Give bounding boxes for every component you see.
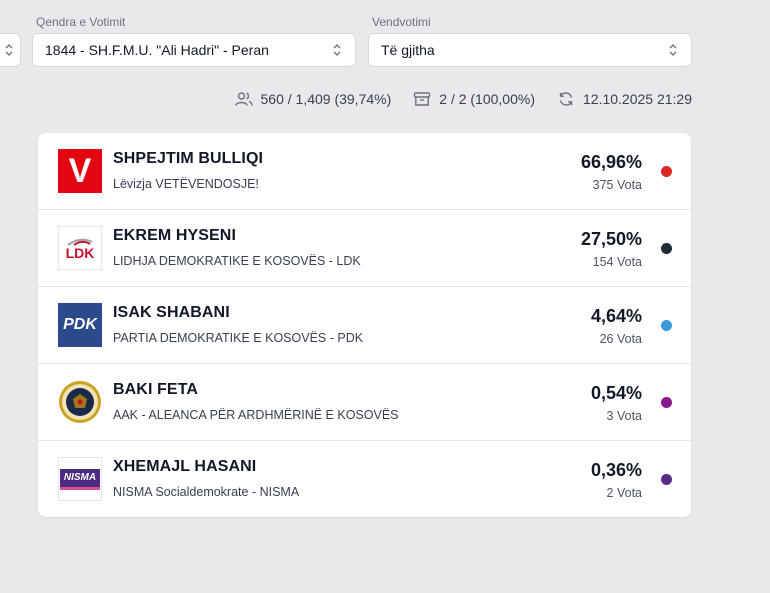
party-name: AAK - ALEANCA PËR ARDHMËRINË E KOSOVËS [113, 408, 399, 422]
candidate-percent: 0,36% [590, 460, 642, 480]
candidate-votes: 2 Vota [606, 486, 642, 500]
aak-logo [58, 380, 102, 424]
stats-bar: 560 / 1,409 (39,74%) 2 / 2 (100,00%) 12.… [213, 91, 692, 107]
refresh-icon [559, 92, 573, 106]
candidate-percent: 27,50% [580, 229, 642, 249]
party-color-dot [661, 243, 672, 254]
voters-value: 560 / 1,409 (39,74%) [260, 91, 392, 107]
candidate-votes: 154 Vota [592, 255, 642, 269]
candidate-row[interactable]: BAKI FETA AAK - ALEANCA PËR ARDHMËRINË E… [38, 363, 691, 439]
vv-logo-text: V [68, 152, 92, 190]
party-color-dot [661, 474, 672, 485]
pdk-logo: PDK [58, 303, 102, 347]
candidate-percent: 4,64% [590, 306, 642, 326]
station-select[interactable]: Të gjitha [368, 33, 692, 67]
boxes-stat: 2 / 2 (100,00%) [413, 91, 535, 107]
party-name: NISMA Socialdemokrate - NISMA [113, 485, 300, 499]
nisma-logo: NISMA [58, 457, 102, 501]
voters-stat: 560 / 1,409 (39,74%) [234, 91, 392, 107]
party-name: LIDHJA DEMOKRATIKE E KOSOVËS - LDK [113, 254, 361, 268]
party-color-dot [661, 166, 672, 177]
party-color-dot [661, 397, 672, 408]
candidate-row[interactable]: NISMA XHEMAJL HASANI NISMA Socialdemokra… [38, 440, 691, 516]
ldk-logo-text: LDK [65, 245, 95, 261]
candidate-votes: 3 Vota [606, 409, 642, 423]
candidate-name: XHEMAJL HASANI [113, 458, 257, 475]
users-icon [234, 92, 253, 106]
chevron-updown-icon [4, 42, 14, 58]
candidate-row[interactable]: PDK ISAK SHABANI PARTIA DEMOKRATIKE E KO… [38, 286, 691, 362]
center-select-value: 1844 - SH.F.M.U. "Ali Hadri" - Peran [45, 42, 269, 58]
station-label: Vendvotimi [372, 15, 431, 29]
party-name: Lëvizja VETËVENDOSJE! [113, 177, 259, 191]
nisma-logo-text: NISMA [63, 471, 97, 483]
vv-logo: V [58, 149, 102, 193]
aak-emblem-icon [59, 381, 101, 423]
results-card: V SHPEJTIM BULLIQI Lëvizja VETËVENDOSJE!… [38, 133, 691, 517]
candidate-votes: 26 Vota [599, 332, 642, 346]
candidate-name: EKREM HYSENI [113, 227, 236, 244]
station-select-value: Të gjitha [381, 42, 435, 58]
ldk-logo: LDK [58, 226, 102, 270]
center-label: Qendra e Votimit [36, 15, 126, 29]
party-name: PARTIA DEMOKRATIKE E KOSOVËS - PDK [113, 331, 364, 345]
chevron-updown-icon [668, 42, 678, 58]
pdk-logo-text: PDK [63, 316, 97, 333]
updated-value: 12.10.2025 21:29 [583, 91, 692, 107]
ldk-arc-icon [67, 238, 93, 246]
candidate-percent: 66,96% [580, 152, 642, 172]
chevron-updown-icon [332, 42, 342, 58]
candidate-percent: 0,54% [590, 383, 642, 403]
boxes-value: 2 / 2 (100,00%) [439, 91, 535, 107]
candidate-row[interactable]: V SHPEJTIM BULLIQI Lëvizja VETËVENDOSJE!… [38, 133, 691, 209]
candidate-name: SHPEJTIM BULLIQI [113, 150, 264, 167]
party-color-dot [661, 320, 672, 331]
candidate-row[interactable]: LDK EKREM HYSENI LIDHJA DEMOKRATIKE E KO… [38, 209, 691, 285]
updated-stat: 12.10.2025 21:29 [557, 91, 692, 107]
candidate-name: BAKI FETA [113, 381, 199, 398]
archive-box-icon [414, 92, 431, 106]
center-select[interactable]: 1844 - SH.F.M.U. "Ali Hadri" - Peran [32, 33, 356, 67]
municipality-select[interactable] [0, 33, 21, 67]
candidate-votes: 375 Vota [592, 178, 642, 192]
candidate-name: ISAK SHABANI [113, 304, 230, 321]
